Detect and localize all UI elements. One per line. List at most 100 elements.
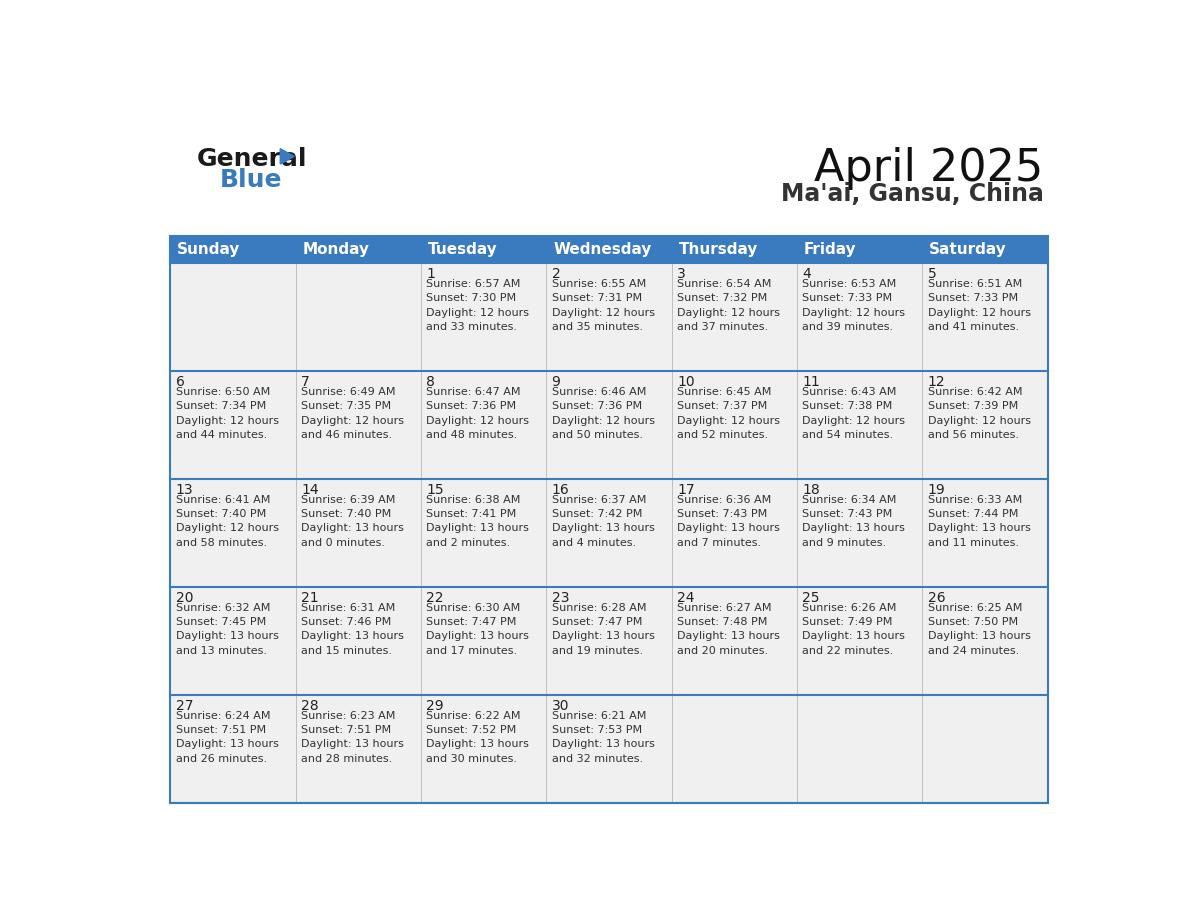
Text: 5: 5 (928, 267, 936, 281)
Text: Sunrise: 6:42 AM
Sunset: 7:39 PM
Daylight: 12 hours
and 56 minutes.: Sunrise: 6:42 AM Sunset: 7:39 PM Dayligh… (928, 386, 1031, 440)
Text: Sunrise: 6:25 AM
Sunset: 7:50 PM
Daylight: 13 hours
and 24 minutes.: Sunrise: 6:25 AM Sunset: 7:50 PM Dayligh… (928, 602, 1030, 655)
Bar (421, 372, 546, 479)
Text: Monday: Monday (303, 242, 369, 257)
Bar (671, 588, 797, 695)
Text: Sunrise: 6:45 AM
Sunset: 7:37 PM
Daylight: 12 hours
and 52 minutes.: Sunrise: 6:45 AM Sunset: 7:37 PM Dayligh… (677, 386, 781, 440)
Bar (797, 588, 922, 695)
Text: Sunrise: 6:34 AM
Sunset: 7:43 PM
Daylight: 13 hours
and 9 minutes.: Sunrise: 6:34 AM Sunset: 7:43 PM Dayligh… (802, 495, 905, 548)
Text: Sunrise: 6:33 AM
Sunset: 7:44 PM
Daylight: 13 hours
and 11 minutes.: Sunrise: 6:33 AM Sunset: 7:44 PM Dayligh… (928, 495, 1030, 548)
Text: Sunrise: 6:38 AM
Sunset: 7:41 PM
Daylight: 13 hours
and 2 minutes.: Sunrise: 6:38 AM Sunset: 7:41 PM Dayligh… (426, 495, 529, 548)
Bar (546, 263, 671, 372)
Text: 17: 17 (677, 483, 695, 498)
Bar (922, 236, 1048, 263)
Text: Sunrise: 6:55 AM
Sunset: 7:31 PM
Daylight: 12 hours
and 35 minutes.: Sunrise: 6:55 AM Sunset: 7:31 PM Dayligh… (551, 279, 655, 332)
Bar (296, 236, 421, 263)
Text: Sunrise: 6:36 AM
Sunset: 7:43 PM
Daylight: 13 hours
and 7 minutes.: Sunrise: 6:36 AM Sunset: 7:43 PM Dayligh… (677, 495, 779, 548)
Text: Sunrise: 6:37 AM
Sunset: 7:42 PM
Daylight: 13 hours
and 4 minutes.: Sunrise: 6:37 AM Sunset: 7:42 PM Dayligh… (551, 495, 655, 548)
Bar (546, 236, 671, 263)
Bar (922, 588, 1048, 695)
Text: Sunrise: 6:47 AM
Sunset: 7:36 PM
Daylight: 12 hours
and 48 minutes.: Sunrise: 6:47 AM Sunset: 7:36 PM Dayligh… (426, 386, 530, 440)
Bar (797, 479, 922, 588)
Text: 26: 26 (928, 591, 946, 605)
Text: 16: 16 (551, 483, 569, 498)
Text: Blue: Blue (220, 168, 283, 192)
Text: Sunrise: 6:43 AM
Sunset: 7:38 PM
Daylight: 12 hours
and 54 minutes.: Sunrise: 6:43 AM Sunset: 7:38 PM Dayligh… (802, 386, 905, 440)
Text: Sunrise: 6:30 AM
Sunset: 7:47 PM
Daylight: 13 hours
and 17 minutes.: Sunrise: 6:30 AM Sunset: 7:47 PM Dayligh… (426, 602, 529, 655)
Text: Sunrise: 6:31 AM
Sunset: 7:46 PM
Daylight: 13 hours
and 15 minutes.: Sunrise: 6:31 AM Sunset: 7:46 PM Dayligh… (301, 602, 404, 655)
Bar (421, 695, 546, 803)
Text: Sunrise: 6:28 AM
Sunset: 7:47 PM
Daylight: 13 hours
and 19 minutes.: Sunrise: 6:28 AM Sunset: 7:47 PM Dayligh… (551, 602, 655, 655)
Text: 12: 12 (928, 375, 946, 389)
Text: 1: 1 (426, 267, 435, 281)
Bar (922, 372, 1048, 479)
Text: 18: 18 (802, 483, 820, 498)
Text: Sunrise: 6:49 AM
Sunset: 7:35 PM
Daylight: 12 hours
and 46 minutes.: Sunrise: 6:49 AM Sunset: 7:35 PM Dayligh… (301, 386, 404, 440)
Text: Sunrise: 6:41 AM
Sunset: 7:40 PM
Daylight: 12 hours
and 58 minutes.: Sunrise: 6:41 AM Sunset: 7:40 PM Dayligh… (176, 495, 279, 548)
Text: 13: 13 (176, 483, 194, 498)
Bar (797, 372, 922, 479)
Text: Sunrise: 6:50 AM
Sunset: 7:34 PM
Daylight: 12 hours
and 44 minutes.: Sunrise: 6:50 AM Sunset: 7:34 PM Dayligh… (176, 386, 279, 440)
Text: 30: 30 (551, 699, 569, 713)
Text: 28: 28 (301, 699, 318, 713)
Bar (170, 236, 1048, 803)
Bar (671, 695, 797, 803)
Text: Sunrise: 6:26 AM
Sunset: 7:49 PM
Daylight: 13 hours
and 22 minutes.: Sunrise: 6:26 AM Sunset: 7:49 PM Dayligh… (802, 602, 905, 655)
Text: 2: 2 (551, 267, 561, 281)
Bar (922, 263, 1048, 372)
Bar (421, 588, 546, 695)
Text: Wednesday: Wednesday (554, 242, 651, 257)
Bar (671, 372, 797, 479)
Text: 23: 23 (551, 591, 569, 605)
Text: Sunrise: 6:57 AM
Sunset: 7:30 PM
Daylight: 12 hours
and 33 minutes.: Sunrise: 6:57 AM Sunset: 7:30 PM Dayligh… (426, 279, 530, 332)
Text: Sunrise: 6:46 AM
Sunset: 7:36 PM
Daylight: 12 hours
and 50 minutes.: Sunrise: 6:46 AM Sunset: 7:36 PM Dayligh… (551, 386, 655, 440)
Bar (671, 479, 797, 588)
Text: Sunrise: 6:22 AM
Sunset: 7:52 PM
Daylight: 13 hours
and 30 minutes.: Sunrise: 6:22 AM Sunset: 7:52 PM Dayligh… (426, 711, 529, 764)
Text: Thursday: Thursday (678, 242, 758, 257)
Text: Sunrise: 6:39 AM
Sunset: 7:40 PM
Daylight: 13 hours
and 0 minutes.: Sunrise: 6:39 AM Sunset: 7:40 PM Dayligh… (301, 495, 404, 548)
Bar (296, 372, 421, 479)
Text: Sunrise: 6:54 AM
Sunset: 7:32 PM
Daylight: 12 hours
and 37 minutes.: Sunrise: 6:54 AM Sunset: 7:32 PM Dayligh… (677, 279, 781, 332)
Polygon shape (280, 149, 295, 164)
Text: 27: 27 (176, 699, 194, 713)
Text: 11: 11 (802, 375, 820, 389)
Bar (170, 372, 296, 479)
Bar (170, 263, 296, 372)
Bar (922, 695, 1048, 803)
Bar (546, 372, 671, 479)
Text: 20: 20 (176, 591, 194, 605)
Text: 9: 9 (551, 375, 561, 389)
Text: Friday: Friday (804, 242, 857, 257)
Bar (296, 479, 421, 588)
Text: 10: 10 (677, 375, 695, 389)
Text: Sunrise: 6:32 AM
Sunset: 7:45 PM
Daylight: 13 hours
and 13 minutes.: Sunrise: 6:32 AM Sunset: 7:45 PM Dayligh… (176, 602, 278, 655)
Bar (546, 588, 671, 695)
Text: Sunrise: 6:27 AM
Sunset: 7:48 PM
Daylight: 13 hours
and 20 minutes.: Sunrise: 6:27 AM Sunset: 7:48 PM Dayligh… (677, 602, 779, 655)
Text: 19: 19 (928, 483, 946, 498)
Text: 14: 14 (301, 483, 318, 498)
Bar (170, 236, 296, 263)
Bar (421, 479, 546, 588)
Text: 8: 8 (426, 375, 435, 389)
Bar (797, 236, 922, 263)
Text: 25: 25 (802, 591, 820, 605)
Bar (296, 263, 421, 372)
Text: Saturday: Saturday (929, 242, 1007, 257)
Bar (296, 588, 421, 695)
Bar (421, 263, 546, 372)
Text: 6: 6 (176, 375, 184, 389)
Bar (170, 479, 296, 588)
Bar (170, 695, 296, 803)
Text: Ma'ai, Gansu, China: Ma'ai, Gansu, China (781, 182, 1043, 206)
Bar (296, 695, 421, 803)
Bar (170, 588, 296, 695)
Text: 22: 22 (426, 591, 444, 605)
Text: 21: 21 (301, 591, 318, 605)
Bar (546, 479, 671, 588)
Text: 15: 15 (426, 483, 444, 498)
Bar (922, 479, 1048, 588)
Text: Sunrise: 6:53 AM
Sunset: 7:33 PM
Daylight: 12 hours
and 39 minutes.: Sunrise: 6:53 AM Sunset: 7:33 PM Dayligh… (802, 279, 905, 332)
Text: Sunday: Sunday (177, 242, 240, 257)
Bar (671, 236, 797, 263)
Text: Sunrise: 6:51 AM
Sunset: 7:33 PM
Daylight: 12 hours
and 41 minutes.: Sunrise: 6:51 AM Sunset: 7:33 PM Dayligh… (928, 279, 1031, 332)
Text: 24: 24 (677, 591, 695, 605)
